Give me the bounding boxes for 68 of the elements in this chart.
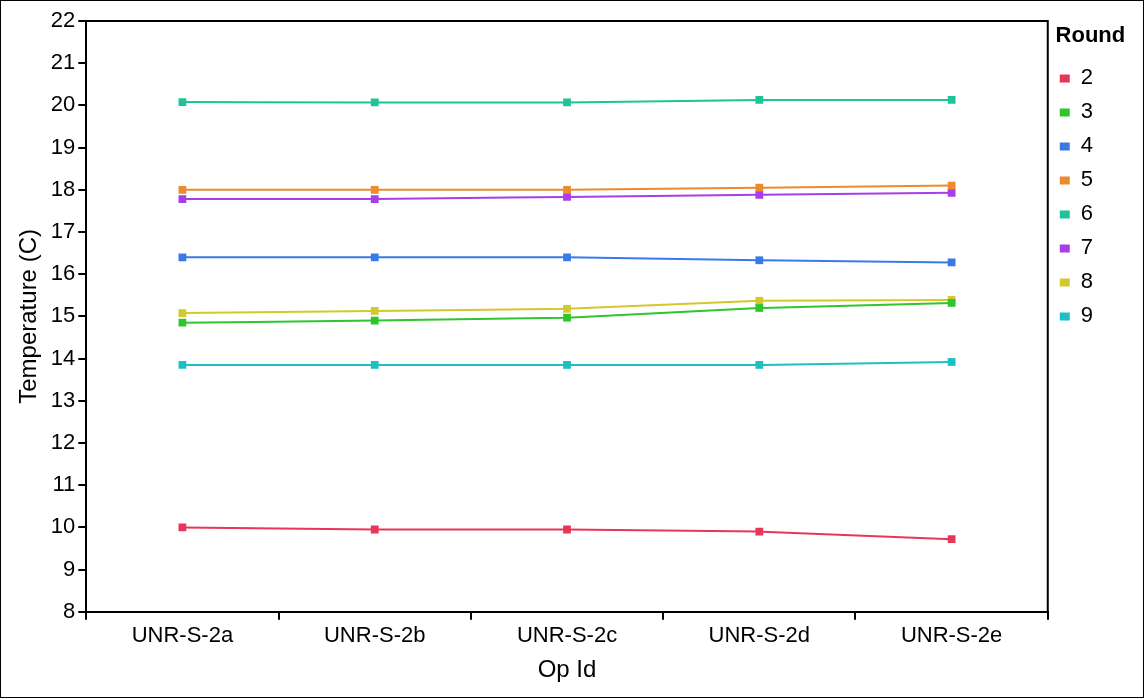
y-tick-label: 14 xyxy=(50,344,76,370)
y-tick-label: 10 xyxy=(50,513,76,539)
point xyxy=(563,98,571,107)
point xyxy=(563,525,571,534)
point xyxy=(947,358,956,366)
point xyxy=(755,96,764,104)
point xyxy=(755,296,764,305)
y-tick-label: 9 xyxy=(63,555,76,581)
point xyxy=(370,307,379,315)
point xyxy=(370,98,379,107)
y-tick-label: 16 xyxy=(50,260,76,286)
legend-label: 3 xyxy=(1080,98,1094,124)
point xyxy=(563,185,571,194)
x-tick-label: UNR-S-2e xyxy=(900,622,1003,648)
point xyxy=(563,193,571,201)
x-tick-label: UNR-S-2c xyxy=(516,622,618,648)
point xyxy=(755,183,764,192)
point xyxy=(947,535,956,544)
y-axis-title: Temperature (C) xyxy=(14,229,42,404)
point xyxy=(563,253,571,262)
y-tick-label: 21 xyxy=(50,49,76,75)
point xyxy=(947,188,956,197)
point xyxy=(178,98,187,106)
point xyxy=(178,318,187,327)
point xyxy=(370,316,379,325)
x-tick-label: UNR-S-2a xyxy=(131,622,234,648)
y-tick-label: 17 xyxy=(50,218,76,244)
legend-label: 9 xyxy=(1080,302,1094,328)
y-tick-label: 8 xyxy=(63,597,76,623)
legend-label: 2 xyxy=(1080,64,1094,90)
y-tick-label: 20 xyxy=(50,91,76,117)
legend-title: Round xyxy=(1055,22,1126,48)
point xyxy=(755,527,764,536)
y-tick-label: 15 xyxy=(50,302,76,328)
point xyxy=(370,253,379,262)
x-axis-title: Op Id xyxy=(537,655,597,683)
point xyxy=(947,181,956,190)
point xyxy=(947,258,956,267)
y-tick-label: 12 xyxy=(50,429,76,455)
point xyxy=(370,361,379,369)
x-tick-label: UNR-S-2b xyxy=(323,622,426,648)
point xyxy=(755,190,764,199)
point xyxy=(947,96,956,104)
y-tick-label: 11 xyxy=(52,471,76,497)
point xyxy=(755,361,764,369)
x-tick-label: UNR-S-2d xyxy=(708,622,811,648)
point xyxy=(178,253,187,262)
point xyxy=(178,195,187,203)
y-tick-label: 13 xyxy=(50,386,76,412)
point xyxy=(178,309,187,317)
point xyxy=(563,313,571,322)
y-tick-label: 19 xyxy=(50,133,76,159)
legend-label: 4 xyxy=(1080,132,1094,158)
point xyxy=(370,525,379,534)
point xyxy=(755,304,764,312)
y-tick-label: 22 xyxy=(50,7,76,33)
point xyxy=(370,195,379,203)
legend-label: 5 xyxy=(1080,166,1094,192)
point xyxy=(178,185,187,194)
legend-label: 6 xyxy=(1080,200,1094,226)
y-tick-label: 18 xyxy=(50,175,76,201)
legend-label: 7 xyxy=(1080,234,1094,260)
point xyxy=(563,304,571,313)
point xyxy=(370,185,379,194)
point xyxy=(755,256,764,265)
point xyxy=(178,361,187,369)
legend-label: 8 xyxy=(1080,268,1094,294)
point xyxy=(563,361,571,369)
